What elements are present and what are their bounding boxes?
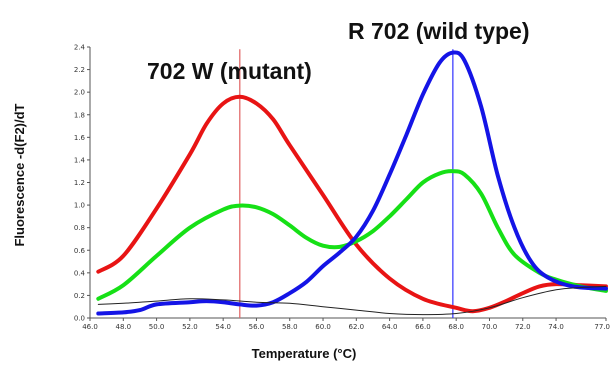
x-tick-label: 70.0	[482, 323, 498, 331]
axes	[87, 46, 607, 321]
y-tick-label: 0.4	[74, 269, 86, 277]
y-tick-label: 1.0	[74, 202, 85, 210]
x-tick-label: 50.0	[149, 323, 165, 331]
series-line-black	[97, 285, 607, 316]
plot-background	[90, 47, 606, 318]
y-tick-label: 1.4	[74, 156, 86, 164]
x-tick-label: 72.0	[515, 323, 531, 331]
peak-markers	[239, 49, 454, 318]
tick-labels: 0.0 0.2 0.4 0.6 0.8 1.0 1.2 1.4 1.6 1.8 2.0 2.2 2.4 4…	[74, 44, 610, 332]
y-tick-label: 1.8	[74, 111, 85, 119]
y-tick-label: 1.6	[74, 134, 86, 142]
x-tick-label: 54.0	[215, 323, 231, 331]
y-tick-label: 0.2	[74, 292, 85, 300]
series-line-green	[96, 169, 608, 301]
x-tick-label: 48.0	[115, 323, 131, 331]
x-tick-label: 74.0	[548, 323, 564, 331]
annotation-mutant: 702 W (mutant)	[147, 58, 312, 84]
x-tick-label: 68.0	[448, 323, 464, 331]
x-tick-label: 66.0	[415, 323, 431, 331]
x-tick-label: 64.0	[382, 323, 398, 331]
plot-area	[90, 47, 606, 318]
x-tick-label: 60.0	[315, 323, 331, 331]
series-line-blue	[96, 50, 608, 316]
x-tick-label: 46.0	[82, 323, 98, 331]
y-tick-label: 2.0	[74, 89, 85, 97]
y-tick-label: 2.2	[74, 66, 85, 74]
annotation-wild-type: R 702 (wild type)	[348, 18, 529, 44]
y-tick-label: 0.0	[74, 315, 85, 323]
series-line-red	[96, 94, 608, 314]
x-tick-label: 62.0	[349, 323, 365, 331]
series-lines	[96, 50, 608, 316]
x-tick-label: 58.0	[282, 323, 298, 331]
y-tick-label: 0.8	[74, 224, 85, 232]
y-axis-title: Fluorescence -d(F2)/dT	[12, 103, 27, 246]
y-tick-label: 0.6	[74, 247, 86, 255]
y-tick-label: 2.4	[74, 44, 86, 52]
x-tick-label: 77.0	[594, 323, 610, 331]
x-tick-label: 56.0	[249, 323, 265, 331]
y-tick-label: 1.2	[74, 179, 85, 187]
x-tick-label: 52.0	[182, 323, 198, 331]
x-axis-title: Temperature (°C)	[252, 346, 357, 361]
